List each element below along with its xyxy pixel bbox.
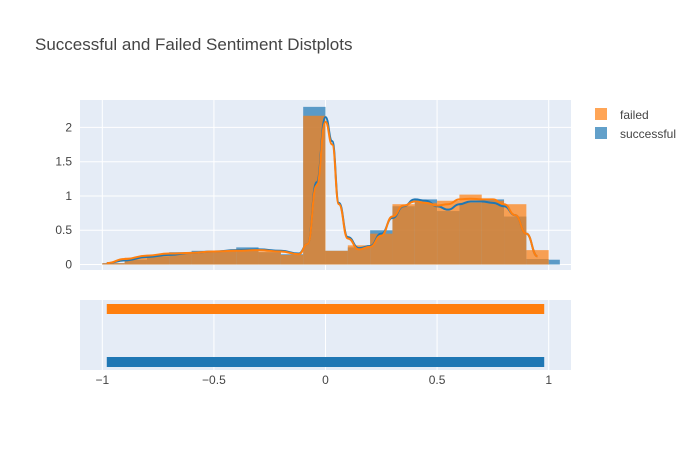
hist-bar-failed [213,251,237,265]
y-tick-labels: 0 0.5 1 1.5 2 [55,120,72,271]
hist-bar-failed [347,245,371,265]
hist-bar-failed [414,202,438,265]
rug-band-failed [106,304,545,314]
hist-bar-failed [102,263,125,265]
y-tick-label: 2 [65,120,72,134]
hist-bar-failed [280,254,304,265]
rug-band-successful [106,357,545,367]
hist-bar-failed [370,233,393,265]
rug-failed [106,304,545,314]
x-tick-label: 0 [322,373,329,387]
x-tick-label: 0.5 [429,373,446,387]
legend-item-successful[interactable]: successful [595,127,676,141]
y-tick-label: 1.5 [55,155,72,169]
chart-title: Successful and Failed Sentiment Distplot… [35,35,353,54]
y-tick-label: 0.5 [55,223,72,237]
hist-bar-failed [459,194,482,265]
hist-bar-failed [437,200,460,265]
hist-bar-failed [236,249,259,265]
x-tick-label: 1 [545,373,552,387]
hist-bar-failed [481,200,505,265]
x-tick-labels: −1 −0.5 0 0.5 1 [95,373,552,387]
hist-bar-failed [325,250,348,265]
x-tick-label: −0.5 [202,373,226,387]
hist-bar-failed [169,252,192,265]
legend-swatch-failed [595,108,607,120]
hist-bar-failed [258,251,281,265]
hist-bar-failed [124,257,147,265]
hist-bar-failed [146,254,170,265]
rug-successful [106,357,545,367]
legend-item-failed[interactable]: failed [595,108,649,122]
hist-bar-failed [504,204,527,265]
hist-bar-failed [526,250,549,265]
hist-bar-successful [548,259,560,265]
legend-label-failed: failed [620,108,649,122]
legend: failed successful [595,108,676,141]
y-tick-label: 0 [65,258,72,272]
hist-failed [102,115,549,265]
kde-failed-line [106,120,538,265]
legend-swatch-successful [595,127,607,139]
y-tick-label: 1 [65,189,72,203]
x-tick-label: −1 [95,373,109,387]
hist-bar-failed [392,204,415,265]
legend-label-successful: successful [620,127,676,141]
hist-bar-failed [191,252,214,265]
